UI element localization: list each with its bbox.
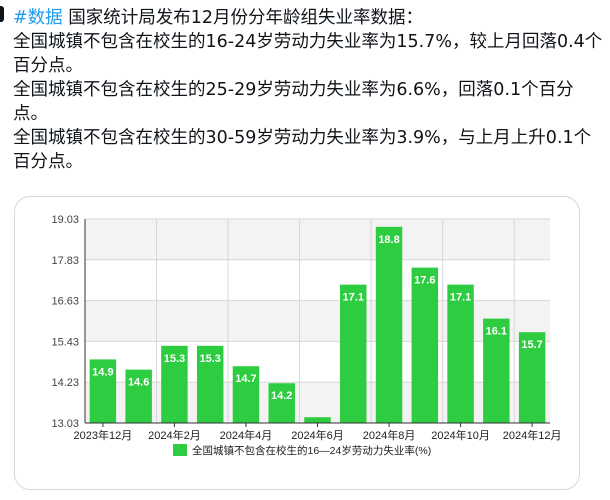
bar-2024年1月 (125, 369, 152, 423)
y-tick-label: 14.23 (51, 377, 79, 389)
y-tick-label: 17.83 (51, 255, 79, 267)
x-tick-label: 2023年12月 (74, 428, 133, 442)
y-tick-label: 16.63 (51, 296, 79, 308)
x-tick-label: 2024年6月 (291, 428, 344, 442)
plot-band (85, 259, 550, 301)
bar-2024年4月 (232, 366, 260, 423)
bar-value-label: 15.7 (521, 339, 542, 351)
plot-band (85, 382, 550, 423)
y-tick-label: 13.03 (51, 418, 79, 430)
bar-2024年2月 (161, 345, 188, 423)
x-tick-label: 2024年10月 (431, 428, 490, 442)
bar-value-label: 18.8 (378, 234, 399, 246)
bar-value-label: 17.1 (343, 292, 364, 304)
text-line-2: 全国城镇不包含在校生的16-24岁劳动力失业率为15.7%，较上月回落0.4个百… (13, 32, 603, 76)
bar-value-label: 14.6 (128, 377, 149, 389)
bar-value-label: 15.3 (199, 353, 220, 365)
bar-2023年12月 (89, 359, 117, 423)
x-tick-label: 2024年8月 (363, 428, 416, 442)
text-line-3: 全国城镇不包含在校生的25-29岁劳动力失业率为6.6%，回落0.1个百分点。 (13, 80, 574, 124)
legend-swatch (173, 444, 187, 456)
bar-2024年7月 (340, 284, 367, 423)
media-card[interactable]: 13.03 14.23 15.43 16.63 17.83 19.03 14.9 14.6 1… (14, 196, 580, 490)
unemployment-bar-chart: 13.03 14.23 15.43 16.63 17.83 19.03 14.9 14.6 1… (51, 214, 562, 457)
bar-value-label: 15.3 (164, 353, 185, 365)
bar-2024年9月 (411, 267, 439, 423)
x-tick-label: 2024年2月 (148, 428, 201, 442)
bar-2024年11月 (483, 318, 510, 423)
bar-2024年6月 (304, 417, 331, 423)
text-line-1: 国家统计局发布12月份分年龄组失业率数据： (62, 8, 424, 28)
bar-2024年10月 (447, 284, 474, 423)
tweet-text: #数据 国家统计局发布12月份分年龄组失业率数据： 全国城镇不包含在校生的16-… (13, 6, 603, 174)
plot-band (85, 300, 550, 342)
legend-label: 全国城镇不包含在校生的16—24岁劳动力失业率(%) (192, 444, 431, 457)
bar-2024年8月 (375, 226, 403, 423)
bar-value-label: 14.7 (235, 373, 256, 385)
scroll-edge-marker (0, 6, 4, 22)
bar-value-label: 13.2 (307, 424, 328, 436)
bar-value-label: 16.1 (486, 326, 507, 338)
bar-value-label: 14.9 (92, 366, 113, 378)
y-tick-label: 19.03 (51, 214, 79, 226)
bar-2024年3月 (196, 345, 224, 423)
hashtag-link[interactable]: #数据 (13, 8, 63, 28)
bar-2024年5月 (268, 383, 295, 423)
plot-band (85, 341, 550, 383)
bar-value-label: 17.6 (414, 275, 435, 287)
plot-band (85, 219, 550, 260)
bar-2024年12月 (518, 332, 546, 423)
bar-value-label: 17.1 (450, 292, 471, 304)
text-line-4: 全国城镇不包含在校生的30-59岁劳动力失业率为3.9%，与上月上升0.1个百分… (13, 128, 592, 172)
x-tick-label: 2024年12月 (503, 428, 562, 442)
x-tick-label: 2024年4月 (220, 428, 273, 442)
y-tick-label: 15.43 (51, 336, 79, 348)
bar-value-label: 14.2 (271, 390, 292, 402)
